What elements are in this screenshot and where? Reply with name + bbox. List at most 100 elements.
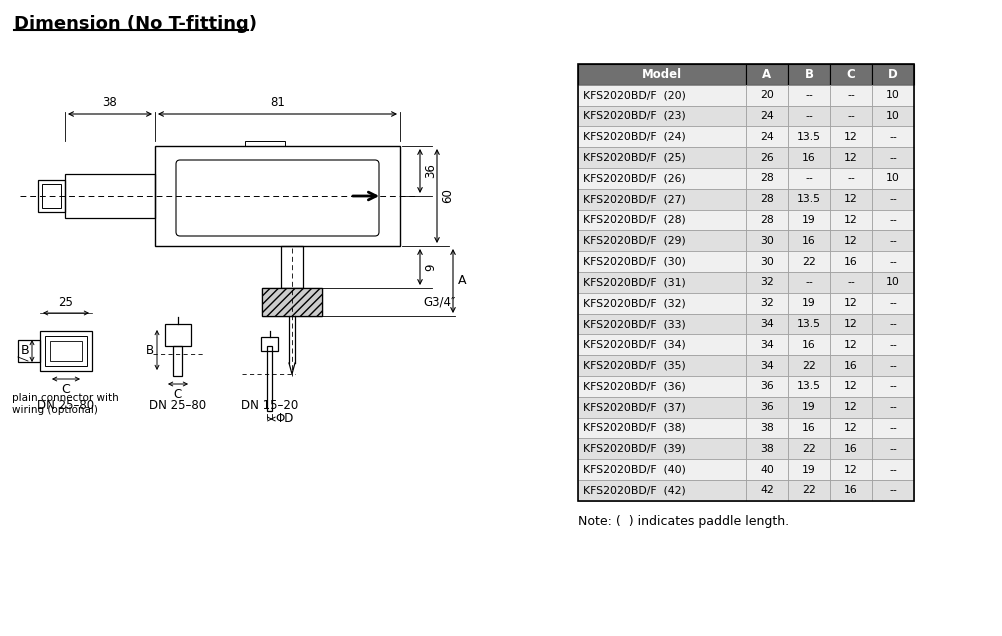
Text: 22: 22 [802,485,815,495]
Bar [871,438,913,459]
Bar [577,127,745,147]
Text: Model: Model [641,68,681,81]
Bar [577,459,745,480]
Text: 28: 28 [760,194,774,204]
Bar [577,85,745,106]
Text: --: -- [805,174,812,183]
Text: --: -- [805,111,812,121]
Text: A: A [458,275,466,287]
Bar [281,246,303,288]
Text: B: B [804,68,813,81]
Bar [871,355,913,376]
Text: --: -- [847,277,854,287]
Bar [871,85,913,106]
Bar [871,335,913,355]
Text: 10: 10 [885,277,899,287]
Bar [577,272,745,293]
Bar [830,376,871,397]
Text: --: -- [888,132,896,142]
Bar [788,127,830,147]
Text: 12: 12 [844,194,857,204]
Text: KFS2020BD/F  (40): KFS2020BD/F (40) [582,465,685,474]
Text: D: D [887,68,897,81]
Bar [788,314,830,335]
Bar [155,146,400,246]
Text: Note: (  ) indicates paddle length.: Note: ( ) indicates paddle length. [577,515,789,528]
Text: 28: 28 [760,215,774,225]
Bar [830,168,871,189]
Bar [830,272,871,293]
Bar [830,459,871,480]
Text: 38: 38 [760,423,774,433]
Bar [788,147,830,168]
Bar [830,397,871,418]
Text: --: -- [888,402,896,412]
Bar [788,230,830,251]
Bar [871,106,913,127]
Bar [871,64,913,85]
Bar [577,251,745,272]
Text: KFS2020BD/F  (28): KFS2020BD/F (28) [582,215,685,225]
Bar [577,418,745,438]
Text: 16: 16 [844,485,857,495]
Text: 32: 32 [760,298,774,308]
Text: B: B [20,345,29,357]
Bar [577,376,745,397]
Text: KFS2020BD/F  (27): KFS2020BD/F (27) [582,194,685,204]
Text: ΦD: ΦD [276,413,294,425]
Text: KFS2020BD/F  (31): KFS2020BD/F (31) [582,277,685,287]
Bar [830,147,871,168]
Bar [788,459,830,480]
Text: 19: 19 [802,402,815,412]
Text: KFS2020BD/F  (20): KFS2020BD/F (20) [582,90,685,100]
Bar [830,127,871,147]
Bar [165,324,190,346]
Bar [18,340,40,362]
Text: 12: 12 [844,423,857,433]
Text: 12: 12 [844,298,857,308]
Text: 26: 26 [760,153,774,163]
Text: KFS2020BD/F  (33): KFS2020BD/F (33) [582,319,685,329]
Bar [830,85,871,106]
Text: KFS2020BD/F  (29): KFS2020BD/F (29) [582,236,685,245]
Bar [268,346,273,411]
Text: 38: 38 [760,444,774,454]
Text: 12: 12 [844,340,857,350]
Text: 13.5: 13.5 [797,132,821,142]
Bar [745,64,788,85]
Bar [577,438,745,459]
Text: --: -- [888,444,896,454]
Bar [45,336,87,366]
Bar [871,230,913,251]
Text: 36: 36 [760,382,774,391]
Text: --: -- [888,194,896,204]
Text: 12: 12 [844,236,857,245]
Text: 81: 81 [270,96,285,109]
Text: 12: 12 [844,215,857,225]
Bar [788,293,830,314]
Text: 19: 19 [802,465,815,474]
Bar [577,355,745,376]
Text: --: -- [888,236,896,245]
Bar [577,230,745,251]
Bar [745,438,788,459]
Text: 10: 10 [885,174,899,183]
Text: 34: 34 [760,340,774,350]
Text: 16: 16 [844,361,857,371]
Bar [830,230,871,251]
Text: --: -- [847,90,854,100]
Text: 30: 30 [760,236,774,245]
Bar [871,127,913,147]
Bar [745,418,788,438]
Text: 20: 20 [760,90,774,100]
Bar [788,335,830,355]
Bar [871,418,913,438]
Bar [577,397,745,418]
Bar [577,189,745,210]
Text: DN 25–80: DN 25–80 [37,399,94,412]
Bar [788,64,830,85]
Text: 13.5: 13.5 [797,194,821,204]
Text: 28: 28 [760,174,774,183]
Text: 60: 60 [441,188,454,204]
Text: 24: 24 [760,132,774,142]
